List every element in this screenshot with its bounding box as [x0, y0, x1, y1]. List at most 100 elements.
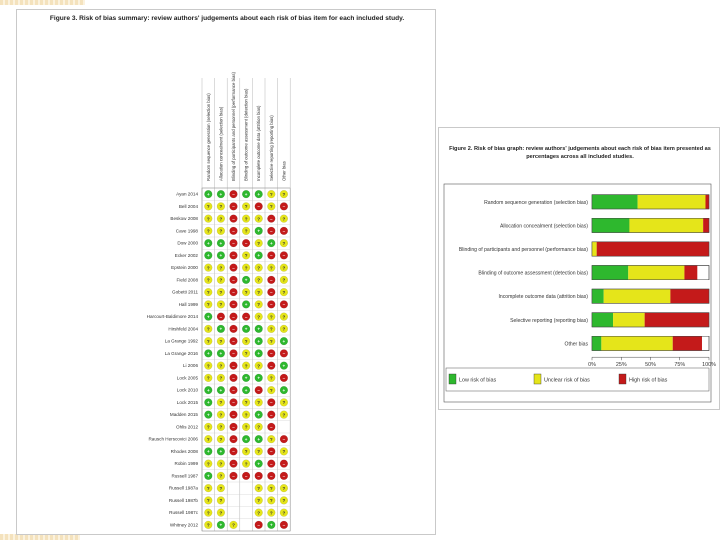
rating-dot	[279, 337, 288, 346]
rating-dot	[279, 398, 288, 407]
rating-symbol: –	[245, 314, 248, 319]
rating-dot	[254, 324, 263, 333]
rating-dot	[254, 288, 263, 297]
rating-dot	[204, 373, 213, 382]
rating-symbol: –	[232, 253, 235, 258]
bar-segment-unclear	[603, 289, 671, 304]
rating-dot	[279, 251, 288, 260]
rating-symbol: +	[245, 192, 248, 197]
rating-symbol: +	[257, 376, 260, 381]
study-label: Field 2008	[177, 277, 199, 282]
rating-dot	[216, 447, 225, 456]
rating-symbol: ?	[219, 461, 222, 466]
rating-symbol: +	[220, 523, 223, 528]
rating-symbol: ?	[207, 498, 210, 503]
rating-dot	[279, 275, 288, 284]
rating-dot	[204, 410, 213, 419]
bar-segment-high	[670, 289, 709, 304]
rating-dot	[242, 263, 251, 272]
rating-dot	[242, 435, 251, 444]
rating-dot	[254, 239, 263, 248]
study-label: Lock 2010	[177, 388, 199, 393]
bar-segment-unclear	[628, 265, 685, 280]
rating-symbol: –	[270, 216, 273, 221]
rating-symbol: –	[270, 290, 273, 295]
rating-dot	[204, 484, 213, 493]
rating-dot	[279, 288, 288, 297]
legend-swatch	[533, 373, 542, 385]
rating-symbol: +	[257, 351, 260, 356]
rating-symbol: –	[270, 474, 273, 479]
bar-segment-high	[644, 312, 709, 327]
bar-segment-high	[596, 241, 709, 257]
rating-symbol: ?	[207, 376, 210, 381]
rating-dot	[229, 435, 238, 444]
rating-dot	[254, 214, 263, 223]
rating-dot	[254, 275, 263, 284]
rating-dot	[267, 373, 276, 382]
rating-dot	[267, 349, 276, 358]
rating-symbol: ?	[219, 339, 222, 344]
rating-symbol: –	[283, 474, 286, 479]
rating-symbol: ?	[219, 376, 222, 381]
rating-dot	[279, 373, 288, 382]
rating-symbol: +	[257, 461, 260, 466]
rating-symbol: ?	[270, 437, 273, 442]
rating-dot	[204, 459, 213, 468]
rating-dot	[254, 190, 263, 199]
column-header: Incomplete outcome data (attrition bias)	[256, 105, 261, 181]
rating-symbol: ?	[207, 278, 210, 283]
legend-label: Low risk of bias	[459, 378, 496, 384]
rating-dot	[242, 337, 251, 346]
rating-dot	[204, 520, 213, 529]
rating-dot	[279, 520, 288, 529]
rating-symbol: +	[245, 376, 248, 381]
rating-dot	[267, 484, 276, 493]
rating-symbol: ?	[257, 278, 260, 283]
rating-dot	[229, 349, 238, 358]
rating-symbol: +	[207, 474, 210, 479]
rating-symbol: +	[207, 400, 210, 405]
column-header: Other bias	[281, 161, 286, 181]
rating-dot	[229, 471, 238, 480]
study-label: Beskow 2008	[170, 216, 198, 221]
rating-dot	[242, 422, 251, 431]
rating-symbol: +	[207, 314, 210, 319]
rating-symbol: ?	[219, 510, 222, 515]
rating-dot	[254, 251, 263, 260]
rating-symbol: ?	[245, 253, 248, 258]
bar-border	[591, 312, 710, 328]
rating-symbol: ?	[282, 241, 285, 246]
rating-dot	[279, 496, 288, 505]
rating-symbol: +	[220, 388, 223, 393]
rating-symbol: ?	[257, 449, 260, 454]
rating-dot	[254, 202, 263, 211]
rating-dot	[216, 190, 225, 199]
study-label: Li 2006	[183, 363, 199, 368]
rating-symbol: ?	[257, 216, 260, 221]
rating-dot	[229, 520, 238, 529]
x-tick-label: 0%	[588, 362, 596, 368]
rating-symbol: –	[257, 388, 260, 393]
bar-segment-low	[592, 218, 630, 233]
study-label: Robin 1999	[175, 461, 199, 466]
bar-segment-high	[705, 194, 709, 209]
rating-dot	[279, 239, 288, 248]
study-label: Russell 1987	[171, 473, 198, 478]
figure3-title: Figure 3. Risk of bias summary: review a…	[49, 15, 405, 22]
rating-dot	[254, 398, 263, 407]
rating-symbol: –	[270, 449, 273, 454]
rating-symbol: ?	[257, 425, 260, 430]
rating-dot	[279, 386, 288, 395]
rating-symbol: ?	[232, 523, 235, 528]
rating-dot	[229, 312, 238, 321]
rating-symbol: ?	[245, 363, 248, 368]
rating-dot	[216, 422, 225, 431]
rating-dot	[242, 300, 251, 309]
rating-symbol: ?	[270, 376, 273, 381]
rating-symbol: ?	[245, 412, 248, 417]
rating-dot	[242, 349, 251, 358]
rating-symbol: –	[283, 376, 286, 381]
rating-dot	[204, 263, 213, 272]
study-label: Russell 1987b	[169, 498, 199, 503]
